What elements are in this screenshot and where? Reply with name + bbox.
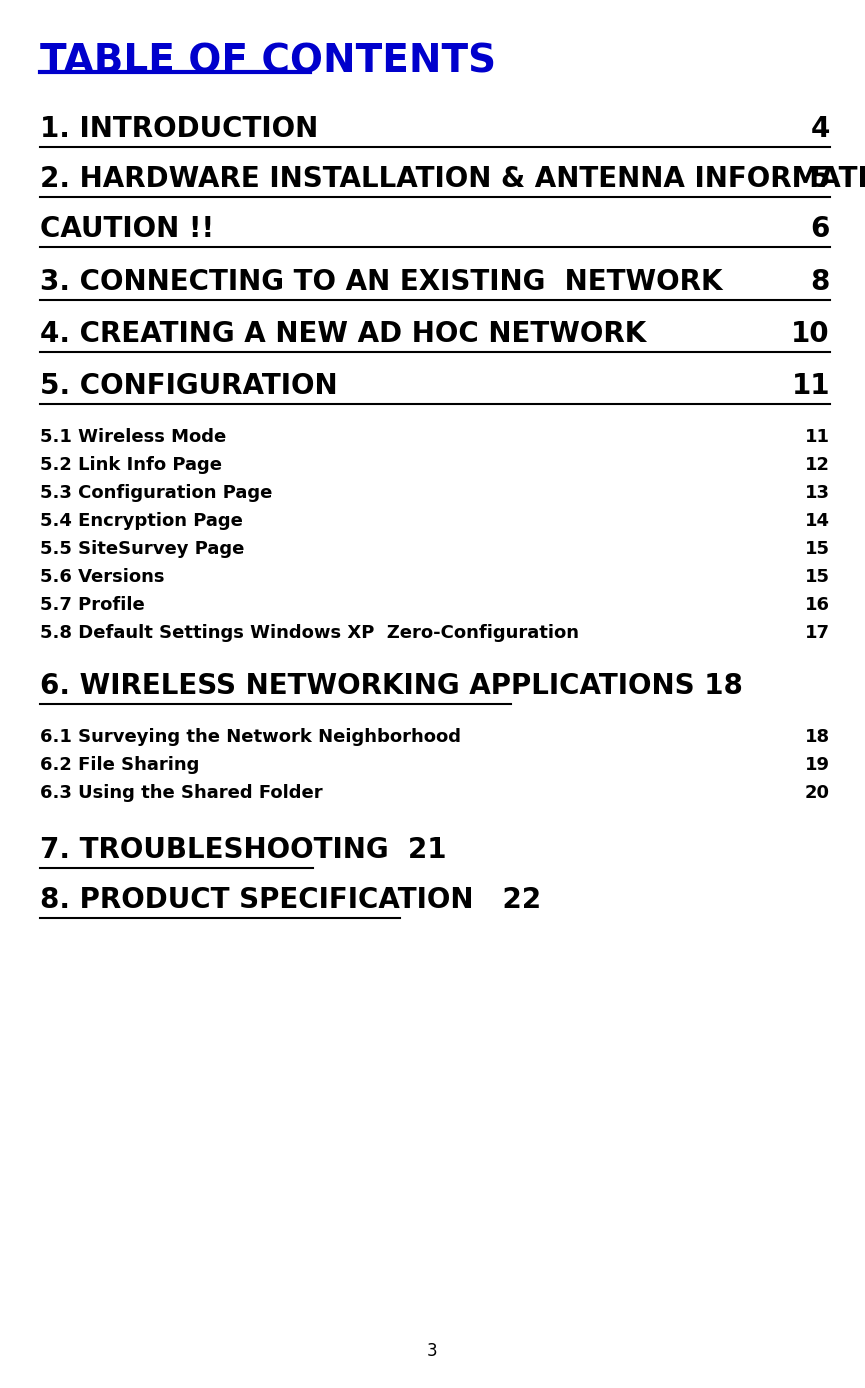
Text: 5.3 Configuration Page: 5.3 Configuration Page: [40, 484, 272, 502]
Text: 5. CONFIGURATION: 5. CONFIGURATION: [40, 372, 337, 400]
Text: 1. INTRODUCTION: 1. INTRODUCTION: [40, 115, 318, 143]
Text: CAUTION !!: CAUTION !!: [40, 215, 215, 243]
Text: 6: 6: [811, 215, 830, 243]
Text: 5.5 SiteSurvey Page: 5.5 SiteSurvey Page: [40, 540, 245, 558]
Text: 15: 15: [805, 540, 830, 558]
Text: 4: 4: [811, 115, 830, 143]
Text: 6.1 Surveying the Network Neighborhood: 6.1 Surveying the Network Neighborhood: [40, 727, 461, 745]
Text: 20: 20: [805, 784, 830, 802]
Text: 6. WIRELESS NETWORKING APPLICATIONS 18: 6. WIRELESS NETWORKING APPLICATIONS 18: [40, 672, 743, 700]
Text: 12: 12: [805, 457, 830, 473]
Text: 5.1 Wireless Mode: 5.1 Wireless Mode: [40, 428, 227, 446]
Text: 5.7 Profile: 5.7 Profile: [40, 595, 144, 613]
Text: 6.3 Using the Shared Folder: 6.3 Using the Shared Folder: [40, 784, 323, 802]
Text: 3. CONNECTING TO AN EXISTING  NETWORK: 3. CONNECTING TO AN EXISTING NETWORK: [40, 268, 722, 296]
Text: 11: 11: [791, 372, 830, 400]
Text: 5.4 Encryption Page: 5.4 Encryption Page: [40, 512, 243, 530]
Text: 5.8 Default Settings Windows XP  Zero-Configuration: 5.8 Default Settings Windows XP Zero-Con…: [40, 625, 579, 643]
Text: 16: 16: [805, 595, 830, 613]
Text: 18: 18: [804, 727, 830, 745]
Text: 4. CREATING A NEW AD HOC NETWORK: 4. CREATING A NEW AD HOC NETWORK: [40, 321, 646, 348]
Text: TABLE OF CONTENTS: TABLE OF CONTENTS: [40, 42, 497, 81]
Text: 8: 8: [811, 268, 830, 296]
Text: 8. PRODUCT SPECIFICATION   22: 8. PRODUCT SPECIFICATION 22: [40, 886, 541, 915]
Text: 5.2 Link Info Page: 5.2 Link Info Page: [40, 457, 222, 473]
Text: 2. HARDWARE INSTALLATION & ANTENNA INFORMATION: 2. HARDWARE INSTALLATION & ANTENNA INFOR…: [40, 165, 865, 193]
Text: 3: 3: [427, 1342, 438, 1360]
Text: 19: 19: [805, 756, 830, 775]
Text: 5: 5: [811, 165, 830, 193]
Text: 6.2 File Sharing: 6.2 File Sharing: [40, 756, 199, 775]
Text: 14: 14: [805, 512, 830, 530]
Text: 13: 13: [805, 484, 830, 502]
Text: 10: 10: [791, 321, 830, 348]
Text: 11: 11: [805, 428, 830, 446]
Text: 15: 15: [805, 568, 830, 586]
Text: 5.6 Versions: 5.6 Versions: [40, 568, 164, 586]
Text: 17: 17: [805, 625, 830, 643]
Text: 7. TROUBLESHOOTING  21: 7. TROUBLESHOOTING 21: [40, 836, 446, 863]
